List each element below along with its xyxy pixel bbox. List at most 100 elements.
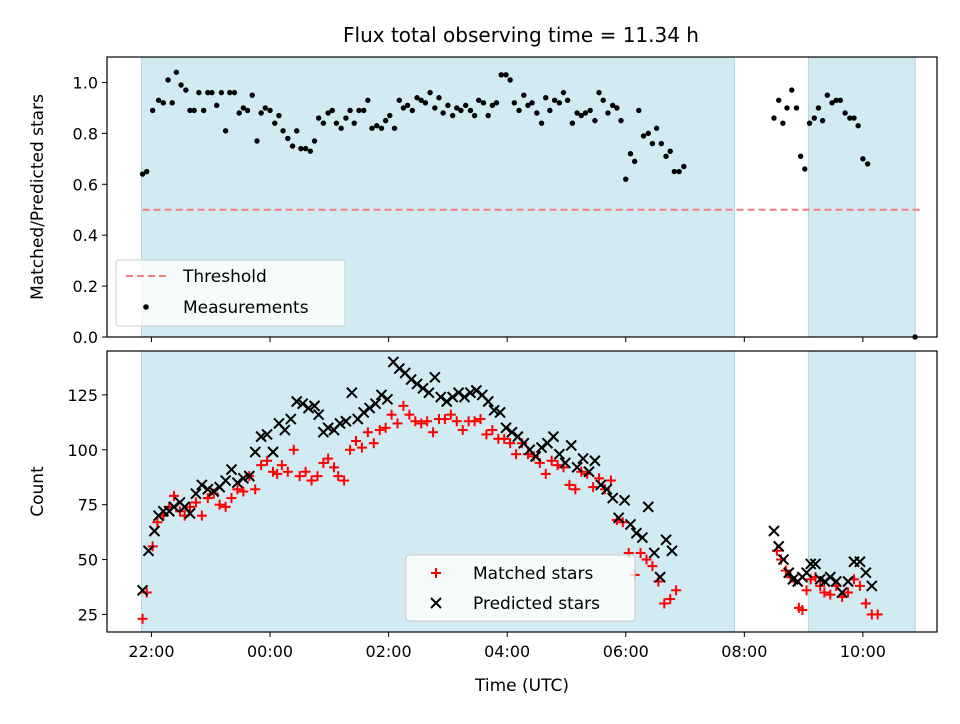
measurement-point: [819, 117, 826, 124]
predicted-star-point: [777, 553, 790, 566]
matched-star-point: [226, 493, 237, 504]
measurement-point: [789, 87, 795, 93]
measurement-point: [218, 89, 225, 96]
matched-star-point: [232, 484, 243, 495]
predicted-star-point: [553, 448, 566, 460]
measurement-point: [427, 89, 433, 96]
measurement-point: [414, 95, 420, 101]
measurement-point: [222, 128, 229, 134]
measurement-point: [507, 77, 513, 83]
matched-star-point: [872, 609, 883, 620]
matched-star-point: [659, 598, 670, 609]
predicted-star-point: [219, 474, 232, 487]
matched-star-point: [351, 436, 361, 447]
measurement-point: [860, 156, 866, 162]
matched-star-point: [499, 433, 510, 444]
measurement-point: [254, 138, 260, 144]
predicted-star-point: [334, 417, 346, 430]
measurement-point: [272, 120, 278, 126]
predicted-star-point: [363, 402, 376, 414]
predicted-star-point: [547, 430, 560, 443]
predicted-star-point: [142, 545, 155, 557]
predicted-star-point: [860, 567, 872, 579]
measurement-point: [436, 95, 442, 101]
measurement-point: [298, 145, 304, 152]
top-axes-frame: [106, 56, 938, 338]
matched-star-point: [398, 400, 409, 411]
measurement-point: [418, 97, 424, 103]
measurement-point: [262, 105, 268, 111]
measurement-point: [285, 135, 291, 142]
predicted-stars-series: [136, 356, 878, 599]
matched-star-point: [329, 462, 340, 473]
measurement-point: [645, 130, 651, 137]
measurement-point: [511, 100, 517, 106]
matched-star-point: [404, 409, 415, 420]
measurement-point: [543, 95, 549, 101]
measurement-point: [780, 120, 786, 126]
measurement-point: [538, 120, 545, 126]
measurement-point: [587, 107, 593, 114]
x-tick-label: 04:00: [484, 642, 530, 661]
measurement-point: [627, 151, 634, 157]
x-tick-label: 06:00: [603, 642, 649, 661]
matched-star-point: [540, 468, 551, 479]
matched-star-point: [594, 473, 605, 484]
measurement-point: [227, 89, 233, 96]
measurement-point: [338, 125, 344, 131]
y-tick-label: 0.8: [73, 124, 98, 143]
predicted-star-point: [482, 395, 494, 408]
predicted-star-point: [854, 556, 866, 568]
measurement-point: [534, 110, 540, 116]
predicted-star-point: [773, 540, 785, 553]
matched-star-point: [797, 605, 808, 616]
top-axes: 0.0 0.2 0.4 0.6 0.8 1.0 Matched/Predicted sta…: [28, 56, 938, 347]
predicted-star-point: [184, 507, 196, 520]
legend-predicted-label: Predicted stars: [473, 594, 600, 614]
measurement-point: [649, 140, 656, 147]
matched-star-point: [386, 409, 397, 420]
chart-title: Flux total observing time = 11.34 h: [343, 23, 699, 47]
matched-star-point: [312, 471, 323, 482]
measurement-point: [183, 87, 189, 93]
matched-star-point: [505, 438, 516, 449]
predicted-star-point: [577, 452, 589, 465]
measurement-point: [467, 107, 474, 114]
measurement-point: [829, 100, 835, 106]
measurement-point: [600, 97, 606, 103]
matched-star-point: [552, 460, 563, 471]
measurement-point: [139, 171, 146, 177]
measurement-point: [391, 125, 398, 131]
x-tick-label: 22:00: [128, 642, 174, 661]
bottom-axes: 25 50 75 100 125 22:00 00:00 02:00 04:00 06:00 08…: [28, 350, 938, 696]
predicted-star-point: [340, 415, 352, 427]
measurement-point: [258, 110, 264, 116]
predicted-star-point: [768, 525, 780, 537]
matched-star-point: [190, 497, 201, 508]
measurement-point: [489, 102, 496, 109]
predicted-star-point: [393, 362, 405, 375]
x-tick-label: 10:00: [840, 642, 886, 661]
matched-star-point: [641, 554, 652, 565]
measurement-point: [578, 112, 584, 119]
matched-star-point: [374, 425, 385, 436]
measurement-point: [671, 168, 678, 175]
measurement-point: [503, 72, 509, 78]
matched-star-point: [202, 493, 213, 504]
x-tick-label: 02:00: [366, 642, 412, 661]
measurement-point: [311, 138, 318, 144]
measurement-point: [280, 128, 286, 134]
measurement-point: [842, 110, 848, 116]
y-tick-label: 100: [67, 441, 98, 460]
measurement-point: [784, 105, 790, 111]
measurement-point: [294, 128, 300, 134]
measurement-point: [658, 140, 665, 147]
matched-star-point: [137, 613, 148, 624]
observing-window-2: [808, 56, 916, 338]
predicted-star-point: [279, 424, 291, 436]
measurement-point: [454, 105, 460, 111]
measurement-point: [343, 115, 349, 121]
predicted-star-point: [381, 393, 394, 406]
measurement-point: [824, 92, 831, 98]
predicted-star-point: [358, 406, 370, 419]
